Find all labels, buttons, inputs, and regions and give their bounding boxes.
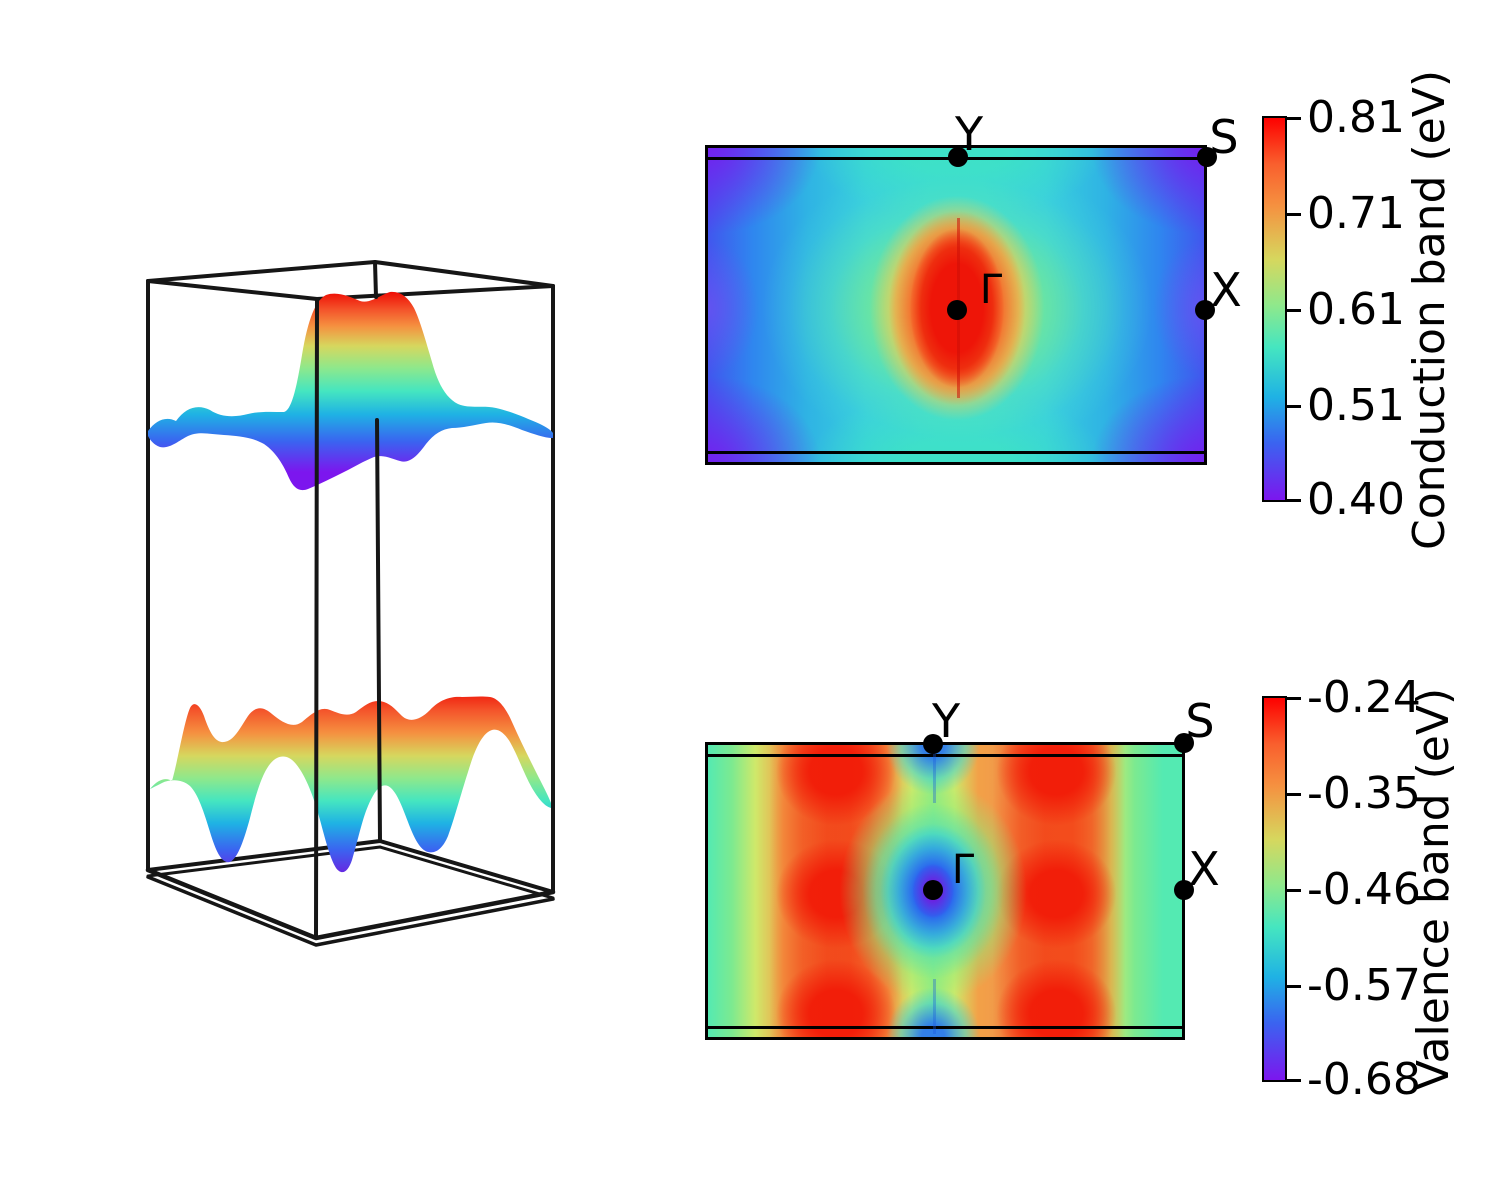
colorbar-tick: [1287, 117, 1301, 120]
gamma-column-seam-top: [933, 748, 937, 803]
colorbar-tick: [1287, 889, 1301, 892]
valence-surface-3d: [150, 696, 551, 873]
colorbar-tick-label: 0.81: [1307, 92, 1405, 143]
colorbar-tick-label: -0.68: [1307, 1054, 1421, 1105]
colorbar-tick: [1287, 793, 1301, 796]
colorbar-tick-label: 0.61: [1307, 284, 1405, 335]
gamma-point-label-conduction: Γ: [979, 267, 1003, 313]
gamma-point-marker-valence: [923, 880, 943, 900]
box-back-vertical-lower: [375, 418, 382, 843]
box-top-back-edges: [146, 260, 555, 288]
colorbar-tick-label: -0.24: [1307, 672, 1421, 723]
x-point-marker-valence: [1174, 880, 1194, 900]
colorbar-tick-label: -0.35: [1307, 768, 1421, 819]
conduction-colorbar-title: Conduction band (eV): [1404, 70, 1455, 551]
valence-heatmap: [705, 742, 1185, 1040]
y-point-label-valence: Y: [931, 694, 961, 748]
bz-boundary-top-line: [708, 754, 1182, 757]
colorbar-tick: [1287, 985, 1301, 988]
bz-boundary-bottom-line: [708, 451, 1204, 454]
colorbar-tick: [1287, 1079, 1301, 1082]
box-bottom-back-edges-double: [146, 845, 555, 900]
colorbar-tick: [1287, 697, 1301, 700]
colorbar-tick: [1287, 309, 1301, 312]
y-point-marker-conduction: [948, 147, 968, 167]
y-point-label-conduction: Y: [954, 107, 984, 161]
x-point-label-valence: X: [1188, 842, 1220, 896]
box-front-vertical-edge: [314, 297, 319, 940]
valence-colorbar-title: Valence band (eV): [1408, 687, 1459, 1091]
x-point-marker-conduction: [1195, 300, 1215, 320]
conduction-surface-3d: [148, 291, 553, 491]
colorbar-tick: [1287, 405, 1301, 408]
box-back-vertical-upper: [373, 260, 378, 299]
box-bottom-front-edges-double: [146, 875, 555, 947]
s-point-marker-valence: [1174, 733, 1194, 753]
conduction-colorbar: [1262, 116, 1287, 502]
bz-3d-panel: [145, 260, 556, 947]
y-point-marker-valence: [923, 734, 943, 754]
box-wireframe-front: [145, 260, 556, 947]
gamma-column-seam-bottom: [933, 979, 937, 1034]
x-point-label-conduction: X: [1210, 263, 1242, 317]
colorbar-tick-label: 0.40: [1307, 474, 1405, 525]
s-point-marker-conduction: [1197, 147, 1217, 167]
gamma-point-marker-conduction: [947, 300, 967, 320]
bz-boundary-bottom-line: [708, 1026, 1182, 1029]
colorbar-tick: [1287, 499, 1301, 502]
colorbar-tick: [1287, 213, 1301, 216]
box-top-front-edges: [146, 279, 555, 301]
colorbar-tick-label: -0.57: [1307, 960, 1421, 1011]
colorbar-tick-label: 0.71: [1307, 188, 1405, 239]
s-point-label-valence: S: [1185, 694, 1215, 748]
colorbar-tick-label: -0.46: [1307, 864, 1421, 915]
gamma-point-label-valence: Γ: [951, 847, 975, 893]
valence-colorbar: [1262, 696, 1287, 1082]
colorbar-tick-label: 0.51: [1307, 380, 1405, 431]
box-bottom-front-edges: [145, 867, 556, 941]
s-point-label-conduction: S: [1209, 110, 1239, 164]
